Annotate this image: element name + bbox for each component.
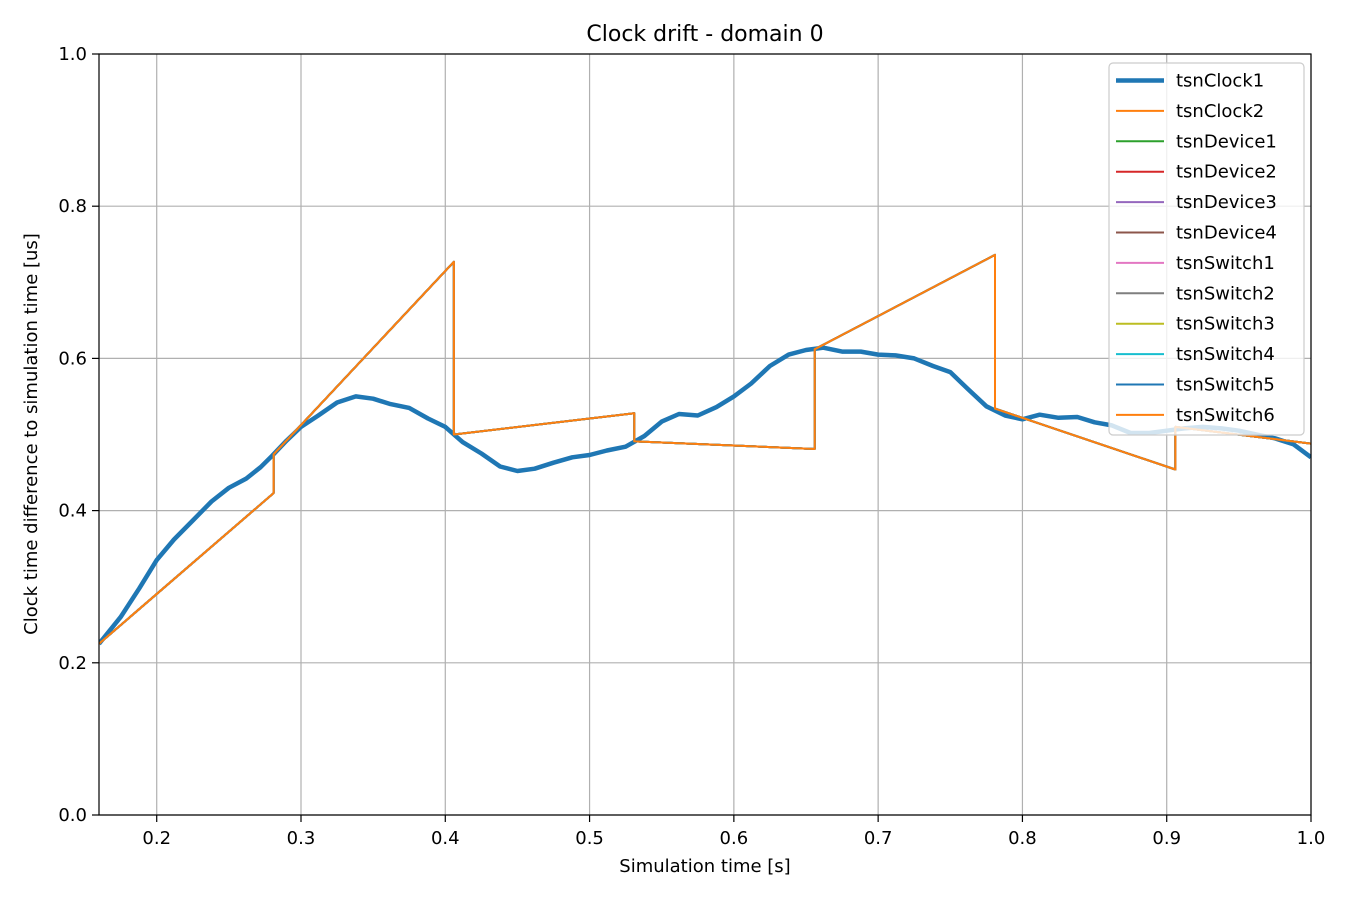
- legend-label-tsnDevice2: tsnDevice2: [1176, 162, 1277, 183]
- y-tick-label: 0.8: [58, 196, 87, 217]
- legend-label-tsnDevice1: tsnDevice1: [1176, 131, 1277, 152]
- y-tick-label: 0.2: [58, 653, 87, 674]
- x-axis: 0.2 0.3 0.4 0.5 0.6 0.7 0.8 0.9 1.0: [142, 815, 1325, 849]
- legend-label-tsnDevice4: tsnDevice4: [1176, 223, 1277, 244]
- x-tick-label: 0.7: [864, 828, 893, 849]
- y-axis: 0.0 0.2 0.4 0.6 0.8 1.0: [58, 44, 99, 826]
- x-tick-label: 0.9: [1152, 828, 1181, 849]
- series-line-tsnSwitch6: [99, 253, 1311, 645]
- x-tick-label: 0.8: [1008, 828, 1037, 849]
- legend-label-tsnDevice3: tsnDevice3: [1176, 192, 1277, 213]
- x-tick-label: 0.2: [142, 828, 171, 849]
- x-tick-label: 0.6: [720, 828, 749, 849]
- x-axis-label: Simulation time [s]: [619, 856, 790, 877]
- y-tick-label: 0.4: [58, 501, 87, 522]
- x-tick-label: 0.3: [287, 828, 316, 849]
- x-tick-label: 1.0: [1297, 828, 1326, 849]
- chart-title: Clock drift - domain 0: [586, 22, 823, 47]
- y-axis-label: Clock time difference to simulation time…: [21, 233, 42, 635]
- legend-label-tsnSwitch1: tsnSwitch1: [1176, 253, 1275, 274]
- x-tick-label: 0.4: [431, 828, 460, 849]
- legend-label-tsnSwitch2: tsnSwitch2: [1176, 283, 1275, 304]
- series-group: [99, 253, 1311, 646]
- legend-label-tsnSwitch4: tsnSwitch4: [1176, 344, 1275, 365]
- legend-label-tsnClock1: tsnClock1: [1176, 71, 1264, 92]
- x-tick-label: 0.5: [575, 828, 604, 849]
- plot-frame: [98, 53, 1312, 816]
- legend-label-tsnClock2: tsnClock2: [1176, 101, 1264, 122]
- legend-label-tsnSwitch5: tsnSwitch5: [1176, 375, 1275, 396]
- legend-label-tsnSwitch3: tsnSwitch3: [1176, 314, 1275, 335]
- y-tick-label: 0.6: [58, 348, 87, 369]
- y-tick-label: 0.0: [58, 805, 87, 826]
- legend-label-tsnSwitch6: tsnSwitch6: [1176, 405, 1275, 426]
- y-tick-label: 1.0: [58, 44, 87, 65]
- legend: tsnClock1 tsnClock2 tsnDevice1 tsnDevice2 ts…: [1108, 62, 1305, 436]
- legend-box: [1108, 62, 1305, 436]
